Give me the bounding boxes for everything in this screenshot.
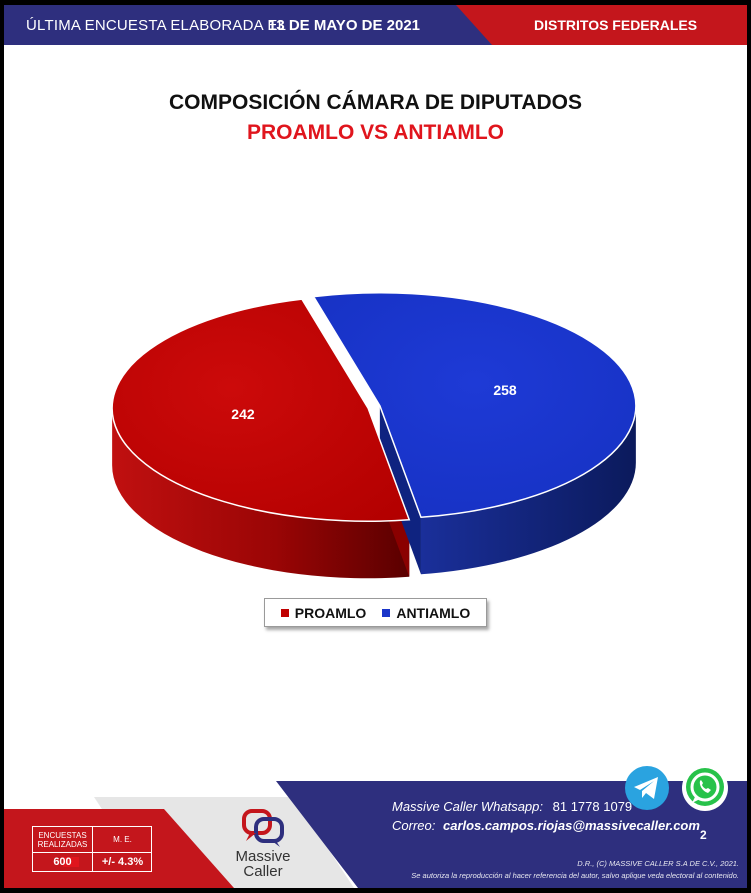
margin-value: +/- 4.3%: [101, 856, 144, 868]
whatsapp-icon[interactable]: [680, 763, 730, 813]
pie-side-antiamlo-0: [420, 405, 636, 575]
legend-swatch-antiamlo: [382, 608, 391, 617]
surveys-value-cell: 600: [33, 853, 93, 871]
section-label: DISTRITOS FEDERALES: [534, 17, 698, 33]
survey-stats-box: ENCUESTAS REALIZADAS M. E. 600 +/- 4.3%: [32, 826, 152, 872]
logo-line-1: Massive: [235, 848, 291, 865]
legend-label-antiamlo: ANTIAMLO: [396, 604, 471, 621]
chart-subtitle: PROAMLO VS ANTIAMLO: [246, 121, 505, 144]
header-red-band: [456, 5, 747, 45]
legend-item-proamlo: PROAMLO: [280, 604, 367, 621]
legend-item-antiamlo: ANTIAMLO: [382, 605, 470, 621]
legend-swatch-proamlo: [280, 608, 289, 617]
email-contact: Correo: carlos.campos.riojas@massivecall…: [392, 818, 700, 833]
pie-side-proamlo-0: [112, 408, 410, 579]
telegram-icon[interactable]: [624, 765, 670, 811]
copyright-line: D.R., (C) MASSIVE CALLER S.A DE C.V., 20…: [577, 859, 739, 868]
report-page: ÚLTIMA ENCUESTA ELABORADA EL 13 DE MAYO …: [4, 5, 747, 888]
survey-date-prefix: ÚLTIMA ENCUESTA ELABORADA EL: [26, 17, 287, 34]
pie-slice-antiamlo: [312, 291, 637, 519]
footer-blue-band: [276, 781, 747, 888]
data-label-proamlo: 242: [231, 406, 255, 422]
chart-legend: PROAMLO ANTIAMLO: [264, 598, 487, 627]
logo-bubbles-icon: [242, 809, 284, 847]
surveys-label: ENCUESTAS REALIZADAS: [33, 827, 93, 853]
email-address[interactable]: carlos.campos.riojas@massivecaller.com: [442, 818, 700, 833]
massive-caller-logo: Massive Caller: [228, 805, 298, 885]
header-bar: ÚLTIMA ENCUESTA ELABORADA EL 13 DE MAYO …: [4, 5, 747, 45]
chart-title: COMPOSICIÓN CÁMARA DE DIPUTADOS: [168, 91, 582, 114]
pie-cut-face-antiamlo: [379, 405, 421, 575]
pie-chart: 242 258: [111, 291, 637, 579]
legend-label-proamlo: PROAMLO: [294, 604, 367, 621]
survey-date: 13 DE MAYO DE 2021: [268, 17, 421, 34]
surveys-value-marker: [63, 857, 79, 867]
whatsapp-contact: Massive Caller Whatsapp: 81 1778 1079: [392, 799, 632, 814]
whatsapp-label: Massive Caller Whatsapp:: [392, 799, 543, 814]
logo-line-2: Caller: [243, 863, 283, 880]
footer: ENCUESTAS REALIZADAS M. E. 600 +/- 4.3% …: [4, 765, 747, 888]
data-label-antiamlo: 258: [493, 382, 517, 398]
margin-label: M. E.: [93, 827, 152, 853]
reproduction-notice: Se autoriza la reproducción al hacer ref…: [411, 871, 739, 880]
whatsapp-number: 81 1778 1079: [552, 799, 633, 814]
pie-slice-proamlo: [111, 298, 411, 523]
header-blue-band: [4, 5, 494, 45]
email-label: Correo:: [392, 818, 436, 833]
logo-wordmark: Massive Caller: [228, 849, 298, 879]
page-number: 2: [700, 828, 707, 842]
surveys-value: 600: [53, 856, 72, 868]
